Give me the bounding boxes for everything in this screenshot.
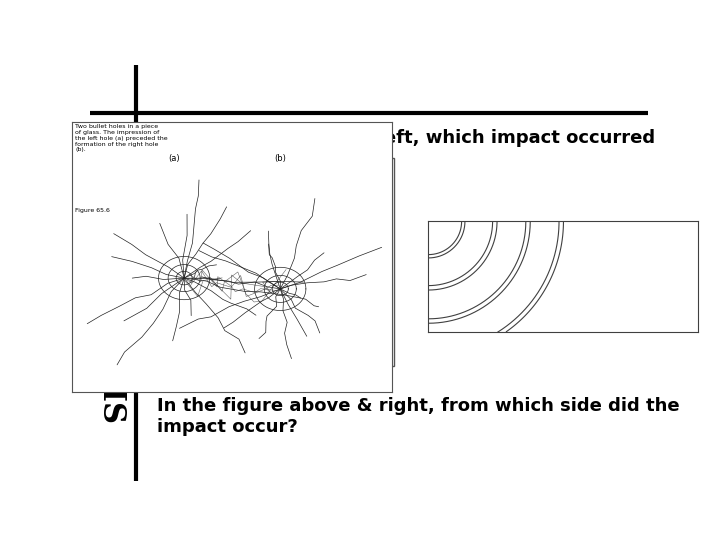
Text: Two bullet holes in a piece
of glass. The impression of
the left hole (a) preced: Two bullet holes in a piece of glass. Th… [75,124,168,152]
Text: GLASS ANALYSIS: GLASS ANALYSIS [96,123,127,423]
Text: (b): (b) [274,154,286,163]
Text: (a): (a) [168,154,180,163]
Text: In the figure below & left, which impact occurred
first?: In the figure below & left, which impact… [157,129,655,168]
Text: In the figure above & right, from which side did the
impact occur?: In the figure above & right, from which … [157,397,680,436]
Text: Figure 65.6: Figure 65.6 [75,208,110,213]
Bar [145,158,394,366]
